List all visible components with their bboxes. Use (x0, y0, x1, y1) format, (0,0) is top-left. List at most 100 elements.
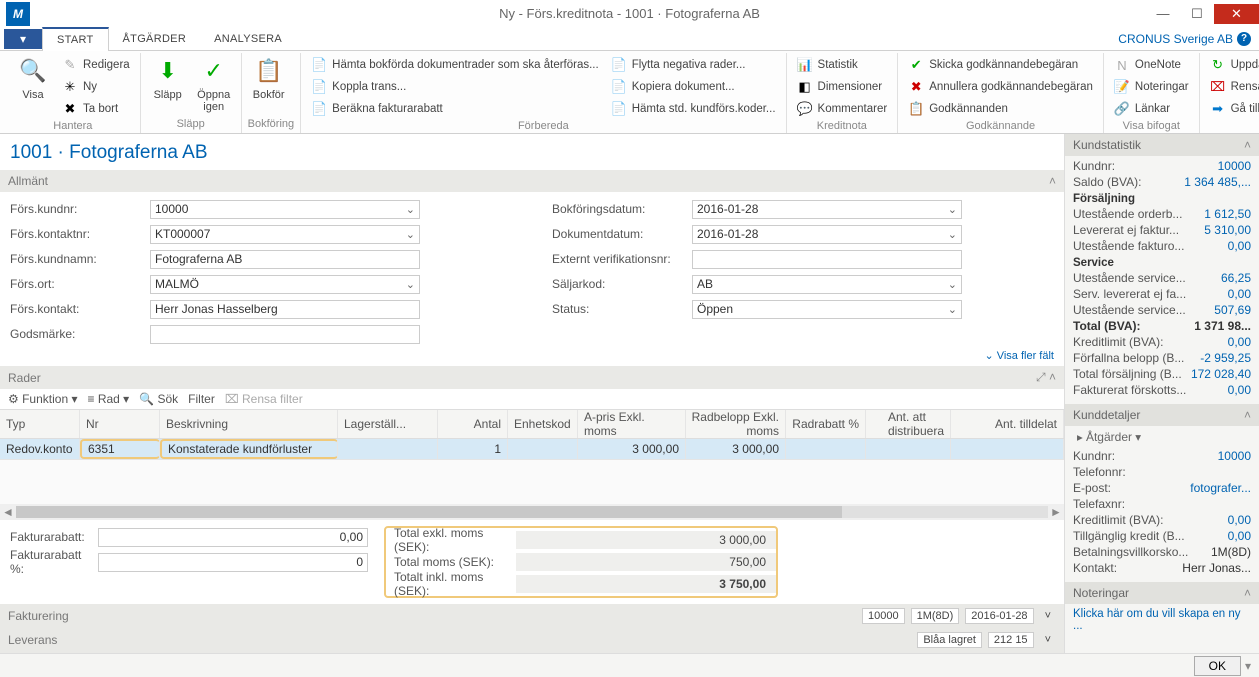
uppdatera-button[interactable]: ↻Uppdatera (1206, 55, 1259, 75)
rensa-filter-button[interactable]: ⌧ Rensa filter (225, 392, 303, 406)
col-anttill[interactable]: Ant. tilldelat (951, 410, 1064, 438)
totalexkl-value: 3 000,00 (516, 531, 776, 549)
bokfor-button[interactable]: 📋Bokför (248, 53, 290, 103)
kommentarer-button[interactable]: 💬Kommentarer (793, 99, 892, 119)
sb-atgarder[interactable]: ▸ Åtgärder ▾ (1073, 428, 1251, 448)
sb-kundnr-link[interactable]: 10000 (1218, 159, 1251, 173)
help-icon[interactable]: ? (1237, 32, 1251, 46)
fasttab-allmant[interactable]: Allmänt ˄ (0, 170, 1064, 192)
oppna-igen-button[interactable]: ✓Öppna igen (193, 53, 235, 115)
sb-saldo-link[interactable]: 1 364 485,... (1184, 175, 1251, 189)
kontakt-field[interactable]: Herr Jonas Hasselberg (150, 300, 420, 319)
scroll-thumb[interactable] (16, 506, 842, 518)
bokforing-group-label: Bokföring (248, 117, 294, 133)
refresh-icon: ↻ (1210, 57, 1226, 73)
dokdatum-field[interactable]: 2016-01-28 (692, 225, 962, 244)
redigera-button[interactable]: ✎Redigera (58, 55, 134, 75)
funktion-menu[interactable]: ⚙ Funktion ▾ (8, 392, 77, 406)
extverif-field[interactable] (692, 250, 962, 269)
col-radbelopp[interactable]: Radbelopp Exkl. moms (686, 410, 786, 438)
hamta-button[interactable]: 📄Hämta bokförda dokumentrader som ska åt… (307, 55, 603, 75)
hamtastd-button[interactable]: 📄Hämta std. kundförs.koder... (607, 99, 780, 119)
onenote-icon: N (1114, 57, 1130, 73)
sb-kunddetaljer[interactable]: Kunddetaljer˄ (1065, 404, 1259, 426)
chevron-down-icon: ˅ (1040, 633, 1056, 647)
ny-button[interactable]: ✳Ny (58, 77, 134, 97)
rad-menu[interactable]: ≡ Rad ▾ (87, 392, 129, 406)
cell-nr-highlight[interactable]: 6351 (80, 439, 160, 459)
fasttab-leverans[interactable]: Leverans Blåa lagret 212 15 ˅ (0, 628, 1064, 652)
sb-noteringar[interactable]: Noteringar˄ (1065, 582, 1259, 604)
visa-button[interactable]: 🔍Visa (12, 53, 54, 103)
dimensioner-button[interactable]: ◧Dimensioner (793, 77, 892, 97)
dropdown-icon[interactable]: ▾ (1245, 659, 1251, 673)
filter-button[interactable]: Filter (188, 392, 215, 406)
sok-button[interactable]: 🔍 Sök (139, 392, 178, 406)
delete-icon: ✖ (62, 101, 78, 117)
fasttab-fakturering[interactable]: Fakturering 10000 1M(8D) 2016-01-28 ˅ (0, 604, 1064, 628)
kundnamn-field[interactable]: Fotograferna AB (150, 250, 420, 269)
skicka-button[interactable]: ✔Skicka godkännandebegäran (904, 55, 1097, 75)
fakturarabatt-field[interactable]: 0,00 (98, 528, 368, 547)
sb-kundstatistik[interactable]: Kundstatistik˄ (1065, 134, 1259, 156)
saljarkod-field[interactable]: AB (692, 275, 962, 294)
col-apris[interactable]: A-pris Exkl. moms (578, 410, 686, 438)
col-antal[interactable]: Antal (438, 410, 508, 438)
noteringar-button[interactable]: 📝Noteringar (1110, 77, 1193, 97)
annullera-button[interactable]: ✖Annullera godkännandebegäran (904, 77, 1097, 97)
col-typ[interactable]: Typ (0, 410, 80, 438)
comment-icon: 💬 (797, 101, 813, 117)
col-beskr[interactable]: Beskrivning (160, 410, 338, 438)
col-lager[interactable]: Lagerställ... (338, 410, 438, 438)
tab-atgarder[interactable]: ÅTGÄRDER (109, 27, 201, 51)
godsmarke-field[interactable] (150, 325, 420, 344)
tabort-button[interactable]: ✖Ta bort (58, 99, 134, 119)
kopiera-button[interactable]: 📄Kopiera dokument... (607, 77, 780, 97)
tab-analysera[interactable]: ANALYSERA (200, 27, 296, 51)
status-field[interactable]: Öppen (692, 300, 962, 319)
slapp-button[interactable]: ⬇Släpp (147, 53, 189, 103)
onenote-button[interactable]: NOneNote (1110, 55, 1193, 75)
maximize-button[interactable]: ☐ (1180, 4, 1214, 24)
notes-icon: 📝 (1114, 79, 1130, 95)
ort-field[interactable]: MALMÖ (150, 275, 420, 294)
sb-new-note-link[interactable]: Klicka här om du vill skapa en ny ... (1065, 604, 1259, 636)
table-row[interactable]: Redov.konto 6351 Konstaterade kundförlus… (0, 439, 1064, 460)
flytta-button[interactable]: 📄Flytta negativa rader... (607, 55, 780, 75)
dim-icon: ◧ (797, 79, 813, 95)
col-nr[interactable]: Nr (80, 410, 160, 438)
tab-start[interactable]: START (42, 27, 109, 51)
berakna-button[interactable]: 📄Beräkna fakturarabatt (307, 99, 603, 119)
bokfdatum-field[interactable]: 2016-01-28 (692, 200, 962, 219)
rader-grid: Typ Nr Beskrivning Lagerställ... Antal E… (0, 409, 1064, 520)
col-radrabatt[interactable]: Radrabatt % (786, 410, 866, 438)
rensa-button[interactable]: ⌧Rensa filter (1206, 77, 1259, 97)
godkannanden-button[interactable]: 📋Godkännanden (904, 99, 1097, 119)
koppla-button[interactable]: 📄Koppla trans... (307, 77, 603, 97)
fasttab-rader[interactable]: Rader ⤢ ˄ (0, 366, 1064, 389)
show-more-fields[interactable]: Visa fler fält (0, 347, 1064, 366)
h-scrollbar[interactable]: ◄ ► (0, 504, 1064, 520)
scroll-left-icon[interactable]: ◄ (0, 505, 16, 519)
col-antatt[interactable]: Ant. att distribuera (866, 410, 951, 438)
scroll-right-icon[interactable]: ► (1048, 505, 1064, 519)
file-tab[interactable]: ▾ (4, 29, 42, 49)
ok-button[interactable]: OK (1194, 656, 1241, 676)
cell-beskr-highlight[interactable]: Konstaterade kundförluster (160, 439, 338, 459)
forbereda-group-label: Förbereda (307, 119, 779, 135)
close-button[interactable]: ✕ (1214, 4, 1259, 24)
new-icon: ✳ (62, 79, 78, 95)
fakturarabattpct-field[interactable]: 0 (98, 553, 368, 572)
totalmoms-label: Total moms (SEK): (386, 555, 516, 569)
ribbon: 🔍Visa ✎Redigera ✳Ny ✖Ta bort Hantera ⬇Sl… (0, 51, 1259, 134)
kontaktnr-field[interactable]: KT000007 (150, 225, 420, 244)
kontaktnr-label: Förs.kontaktnr: (10, 227, 150, 241)
minimize-button[interactable]: — (1146, 4, 1180, 24)
col-enhet[interactable]: Enhetskod (508, 410, 578, 438)
lankar-button[interactable]: 🔗Länkar (1110, 99, 1193, 119)
kundnr-field[interactable]: 10000 (150, 200, 420, 219)
apply-icon: 📄 (311, 79, 327, 95)
kontakt-label: Förs.kontakt: (10, 302, 150, 316)
gatill-button[interactable]: ➡Gå till (1206, 99, 1259, 119)
statistik-button[interactable]: 📊Statistik (793, 55, 892, 75)
